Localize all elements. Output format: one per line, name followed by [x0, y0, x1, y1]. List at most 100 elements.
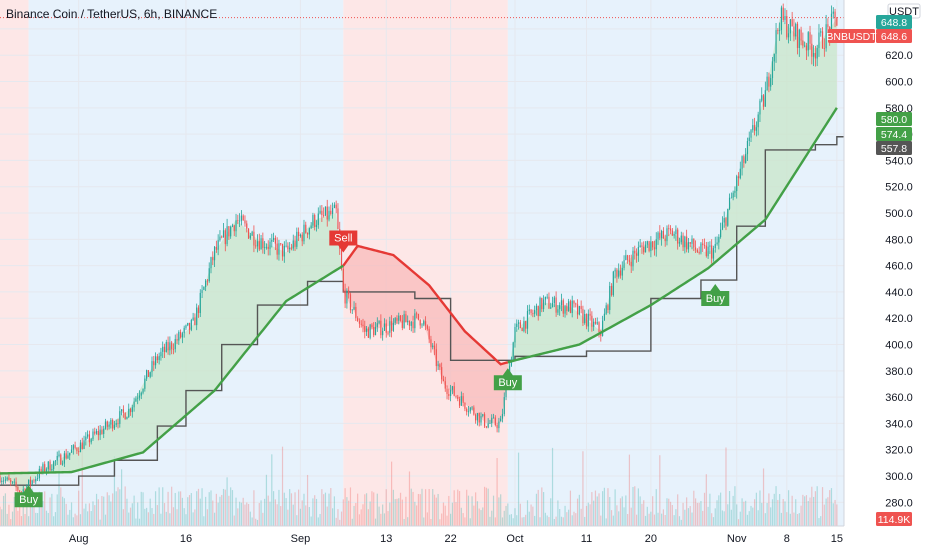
candle-body [258, 241, 260, 250]
candle-body [331, 207, 334, 214]
volume-bar [324, 492, 327, 526]
time-axis-panel[interactable] [0, 526, 932, 550]
volume-bar [779, 494, 781, 526]
candle-body [178, 331, 180, 341]
candle-body [348, 290, 350, 295]
volume-bar [718, 495, 720, 526]
volume-bar [144, 508, 146, 526]
candle-body [122, 409, 124, 413]
price-badge-bg [876, 141, 912, 155]
volume-bar [348, 500, 350, 526]
volume-bar [593, 500, 595, 526]
candle-body [619, 270, 622, 276]
candle-body [144, 378, 146, 389]
volume-bar [693, 490, 695, 526]
volume-bar [809, 497, 811, 526]
candle-body [712, 248, 715, 259]
volume-bar [759, 490, 761, 526]
volume-bar [298, 489, 300, 526]
candle-body [827, 24, 829, 28]
candle-body [593, 321, 595, 327]
volume-bar [605, 518, 607, 526]
signal-label: Buy [706, 293, 725, 305]
candle-body [432, 345, 434, 348]
candle-body [156, 356, 158, 361]
volume-bar [714, 508, 716, 526]
candle-body [219, 236, 221, 241]
price-tick-label: 460.0 [885, 261, 913, 273]
candle-body [151, 361, 153, 373]
candle-body [523, 321, 525, 332]
candle-body [298, 231, 300, 237]
candle-body [639, 245, 641, 247]
volume-bar [775, 486, 777, 526]
volume-bar [36, 513, 39, 526]
candle-body [398, 315, 400, 321]
price-tick-label: 440.0 [885, 287, 913, 299]
volume-bar [74, 513, 76, 526]
volume-bar [789, 513, 791, 526]
volume-bar [1, 509, 3, 526]
volume-bar [374, 518, 377, 526]
candle-body [285, 245, 287, 247]
price-badge-0: 648.8 [876, 15, 912, 29]
volume-bar [217, 502, 219, 526]
volume-bar [351, 518, 353, 526]
candle-body [36, 478, 39, 480]
time-tick-label: 13 [380, 533, 392, 545]
volume-bar [582, 451, 584, 526]
price-tick-label: 540.0 [885, 155, 913, 167]
candle-body [237, 220, 239, 222]
fill-green-2 [507, 18, 837, 378]
volume-bar [571, 515, 573, 526]
volume-bar [110, 501, 112, 526]
candle-body [360, 323, 362, 325]
volume-bar [500, 494, 502, 526]
candle-body [224, 230, 226, 245]
volume-bar [357, 493, 359, 526]
candle-body [83, 440, 85, 449]
volume-bar [662, 509, 664, 526]
volume-bar [798, 513, 800, 526]
candle-body [542, 299, 545, 310]
volume-bar [208, 492, 210, 526]
candle-body [391, 321, 393, 331]
volume-bar [58, 450, 60, 526]
volume-bar [780, 512, 783, 526]
volume-bar [172, 507, 175, 526]
symbol-badge-label: BNBUSDT [826, 31, 877, 43]
candle-body [138, 395, 141, 398]
volume-bar [757, 510, 759, 526]
volume-bar [491, 510, 493, 526]
volume-bar [559, 509, 561, 526]
candle-body [467, 411, 470, 413]
volume-bar [85, 503, 87, 526]
price-axis-panel[interactable] [844, 0, 932, 550]
candle-body [233, 225, 235, 232]
volume-bar [15, 498, 17, 526]
candle-body [267, 246, 269, 249]
candle-body [65, 453, 67, 459]
candle-body [99, 429, 101, 436]
volume-bar [251, 517, 253, 526]
volume-bar [383, 513, 386, 526]
candle-body [519, 322, 521, 329]
candle-body [44, 464, 46, 472]
volume-bar [95, 493, 98, 526]
volume-bar [49, 497, 51, 526]
candle-body [192, 317, 194, 320]
candle-body [401, 320, 403, 328]
volume-bar [455, 501, 457, 526]
volume-bar [149, 498, 151, 526]
candle-body [587, 313, 589, 327]
volume-bar [231, 490, 234, 526]
candle-body [517, 322, 520, 324]
candle-body [54, 460, 57, 462]
volume-bar [226, 477, 228, 526]
price-tick-label: 280.0 [885, 497, 913, 509]
time-tick-label: Oct [506, 533, 523, 545]
volume-bar [444, 505, 446, 526]
volume-bar [687, 508, 690, 526]
volume-bar [600, 515, 602, 526]
